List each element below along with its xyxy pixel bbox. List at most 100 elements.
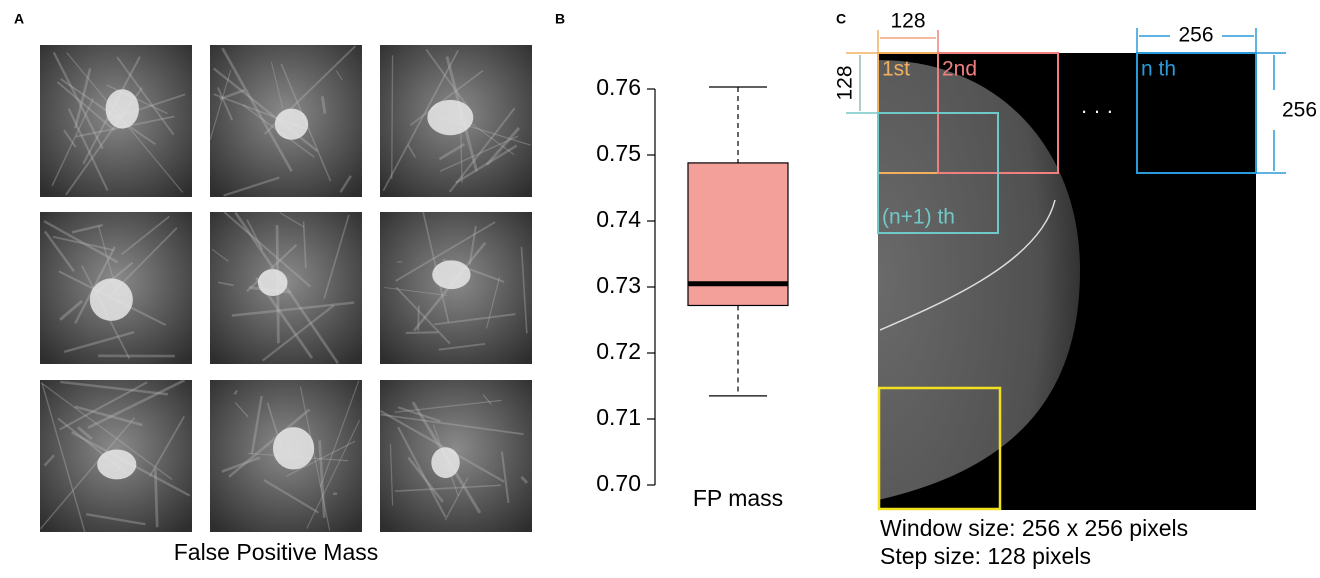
texture xyxy=(482,394,492,405)
x-tick-label: FP mass xyxy=(693,485,783,511)
y-tick-label: 0.71 xyxy=(596,404,641,430)
lesion xyxy=(105,89,139,129)
texture xyxy=(40,417,136,530)
texture xyxy=(335,70,343,81)
texture xyxy=(382,49,459,192)
dimension-label: 128 xyxy=(834,65,857,100)
texture xyxy=(63,129,77,148)
texture xyxy=(320,96,327,114)
note: Step size: 128 pixels xyxy=(880,543,1091,569)
texture xyxy=(262,304,335,362)
texture xyxy=(87,379,185,430)
texture xyxy=(74,405,143,427)
panel-label: A xyxy=(14,11,24,27)
breast-tissue xyxy=(878,60,1080,500)
texture xyxy=(380,413,524,436)
window-label: (n+1) th xyxy=(882,206,955,229)
texture xyxy=(339,175,352,193)
texture xyxy=(246,243,298,293)
texture xyxy=(323,214,350,299)
lesion xyxy=(427,99,474,136)
y-tick-label: 0.70 xyxy=(596,470,641,496)
texture xyxy=(302,221,307,269)
y-tick-label: 0.73 xyxy=(596,272,641,298)
y-tick-label: 0.72 xyxy=(596,338,641,364)
lesion xyxy=(431,447,460,479)
texture xyxy=(394,399,502,413)
window-label: n th xyxy=(1141,58,1176,81)
texture xyxy=(270,61,284,109)
note: Window size: 256 x 256 pixels xyxy=(880,515,1188,541)
y-tick-label: 0.75 xyxy=(596,140,641,166)
texture xyxy=(319,380,360,488)
texture xyxy=(520,475,529,484)
lesion xyxy=(257,269,288,297)
texture xyxy=(209,69,232,141)
texture xyxy=(438,143,466,161)
texture xyxy=(85,513,146,526)
vessel xyxy=(879,199,1056,331)
texture xyxy=(71,223,103,234)
texture xyxy=(417,305,420,331)
texture xyxy=(231,301,355,317)
texture xyxy=(391,55,394,179)
texture xyxy=(67,108,109,191)
texture xyxy=(389,443,394,506)
texture xyxy=(77,426,93,441)
texture xyxy=(59,381,148,431)
texture xyxy=(394,484,502,492)
texture xyxy=(41,383,86,532)
y-tick-label: 0.74 xyxy=(596,206,641,232)
texture xyxy=(395,286,451,345)
texture xyxy=(51,97,95,187)
texture xyxy=(43,220,119,264)
texture xyxy=(40,382,173,481)
window-label: 2nd xyxy=(942,58,977,81)
texture xyxy=(299,386,331,531)
texture xyxy=(221,47,293,172)
texture xyxy=(121,215,170,256)
texture xyxy=(217,87,234,121)
caption: False Positive Mass xyxy=(174,539,379,565)
texture xyxy=(219,88,246,101)
texture xyxy=(438,342,486,351)
texture xyxy=(384,287,448,297)
texture xyxy=(43,230,75,273)
panel-label: C xyxy=(836,11,846,27)
texture xyxy=(455,144,518,184)
texture xyxy=(56,81,116,131)
texture xyxy=(52,51,104,150)
dimension-label: 128 xyxy=(890,10,925,33)
texture xyxy=(43,454,55,467)
texture xyxy=(407,144,417,158)
texture xyxy=(448,107,516,193)
lesion xyxy=(97,449,137,480)
texture xyxy=(233,390,238,395)
texture xyxy=(74,68,92,129)
texture xyxy=(434,313,516,326)
texture xyxy=(149,416,185,477)
texture xyxy=(405,331,439,335)
texture xyxy=(439,135,519,172)
thumbnail-grid xyxy=(40,45,532,532)
dimension-label: 256 xyxy=(1282,99,1317,122)
texture xyxy=(63,330,135,354)
texture xyxy=(250,395,263,455)
texture xyxy=(116,56,175,136)
texture xyxy=(153,468,159,528)
texture xyxy=(407,456,444,503)
texture xyxy=(74,246,116,324)
texture xyxy=(228,408,311,478)
texture xyxy=(485,277,501,329)
texture xyxy=(217,281,234,287)
texture xyxy=(234,211,340,364)
ellipsis: · · · xyxy=(1081,100,1114,123)
texture xyxy=(379,409,505,483)
lesion xyxy=(274,108,309,140)
lesion xyxy=(272,427,315,470)
texture xyxy=(409,69,484,126)
texture xyxy=(520,246,528,334)
window-n xyxy=(1136,52,1257,174)
texture xyxy=(444,477,469,521)
